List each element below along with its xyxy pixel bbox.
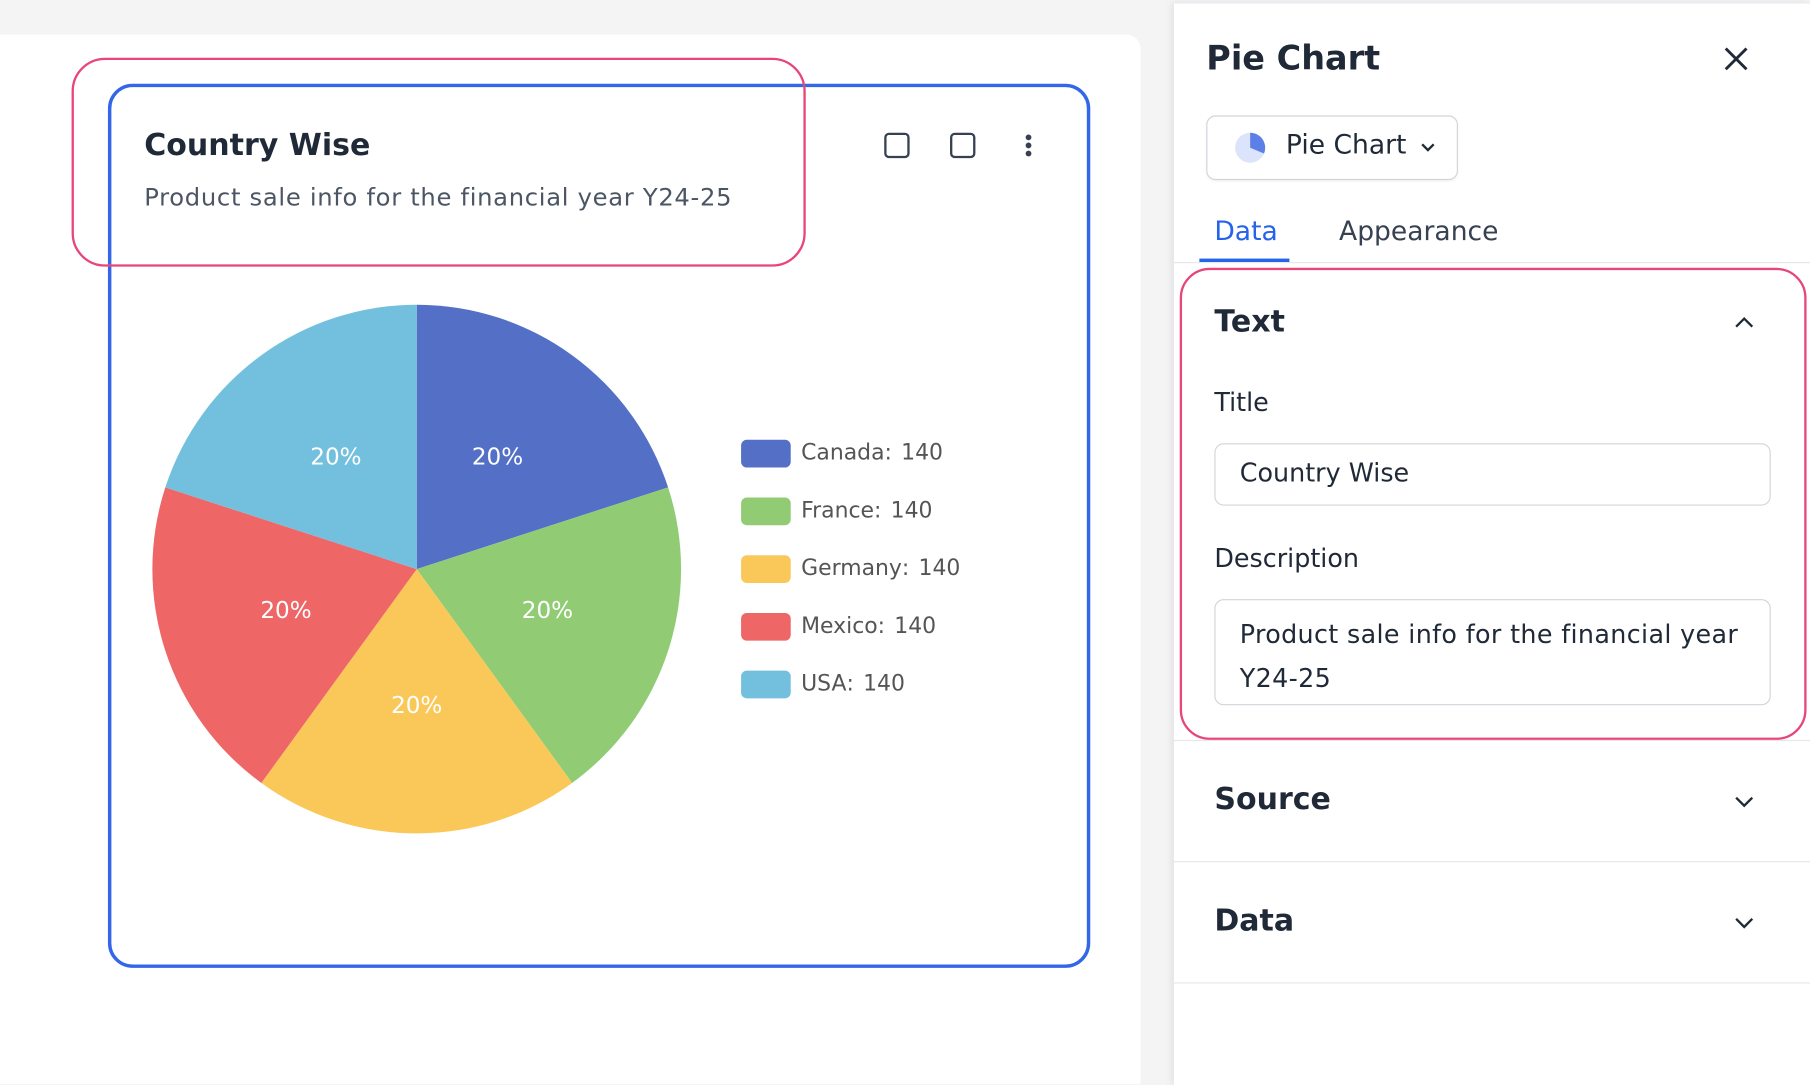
legend-value: 140 xyxy=(894,614,936,639)
legend-label: France: 140 xyxy=(801,498,932,523)
legend-label: Mexico: 140 xyxy=(801,614,936,639)
legend-category: Germany xyxy=(801,556,902,581)
legend-label: Germany: 140 xyxy=(801,556,960,581)
pie-slice xyxy=(165,304,417,570)
chevron xyxy=(1421,143,1435,152)
divider xyxy=(1173,739,1810,742)
section-heading[interactable]: Data xyxy=(1214,903,1295,939)
pie-slice xyxy=(261,569,573,834)
legend-value: 140 xyxy=(863,672,905,697)
tab[interactable]: Data xyxy=(1214,217,1278,248)
selected-widget-border[interactable] xyxy=(107,83,1091,968)
panel-title: Pie Chart xyxy=(1206,38,1381,78)
highlight-box xyxy=(1179,267,1807,740)
title-input[interactable]: Country Wise xyxy=(1214,443,1771,506)
divider xyxy=(1173,982,1810,984)
slice-label: 20% xyxy=(522,598,573,624)
legend-value: 140 xyxy=(891,498,933,523)
legend-separator: : xyxy=(902,556,909,581)
legend-swatch xyxy=(741,439,791,468)
legend-separator: : xyxy=(874,498,881,523)
legend-label: Canada: 140 xyxy=(801,441,943,466)
legend-category: Mexico xyxy=(801,614,878,639)
chevron-down[interactable] xyxy=(1734,915,1755,929)
legend-separator: : xyxy=(846,672,853,697)
icon-button[interactable] xyxy=(950,132,976,159)
icon-button[interactable] xyxy=(884,132,910,159)
legend-swatch xyxy=(741,497,791,526)
pie-slice xyxy=(152,487,417,783)
settings-panel: Pie Chart Pie Chart Data Appearance Text… xyxy=(1173,2,1810,1085)
section-heading[interactable]: Text xyxy=(1214,304,1285,340)
more-menu[interactable] xyxy=(1025,134,1032,157)
section-heading[interactable]: Source xyxy=(1214,782,1331,818)
legend-value: 140 xyxy=(919,556,961,581)
dropdown-label: Pie Chart xyxy=(1285,130,1407,161)
chart: Country Wise Product sale info for the f… xyxy=(71,57,1091,968)
legend-separator: : xyxy=(878,614,885,639)
legend-label: USA: 140 xyxy=(801,672,905,697)
pie-icon xyxy=(1235,132,1266,163)
close-button[interactable] xyxy=(1722,45,1750,73)
slice-label: 20% xyxy=(260,598,311,624)
legend-value: 140 xyxy=(901,441,943,466)
tab[interactable]: Appearance xyxy=(1339,217,1499,248)
pie-slice xyxy=(416,304,669,570)
legend-category: Canada xyxy=(801,441,884,466)
slice-label: 20% xyxy=(391,693,442,719)
slice-label: 20% xyxy=(472,444,523,470)
legend-category: France xyxy=(801,498,874,523)
chevron-down[interactable] xyxy=(1734,794,1755,808)
legend-swatch xyxy=(741,670,791,699)
chevron-up[interactable] xyxy=(1734,315,1755,329)
legend-swatch xyxy=(741,555,791,583)
chart-subtitle: Product sale info for the financial year… xyxy=(144,183,732,212)
description-textarea[interactable]: Product sale info for the financial year… xyxy=(1214,599,1771,706)
tab-indicator xyxy=(1199,258,1290,263)
field-label: Description xyxy=(1214,544,1360,574)
pie-slice xyxy=(416,487,682,783)
slice-label: 20% xyxy=(310,444,361,470)
divider xyxy=(1173,861,1810,863)
chart-type-dropdown[interactable]: Pie Chart xyxy=(1206,115,1458,181)
divider xyxy=(1173,262,1810,264)
field-label: Title xyxy=(1214,389,1269,418)
legend-swatch xyxy=(741,612,791,641)
legend-separator: : xyxy=(885,441,892,466)
highlight-box xyxy=(71,57,806,267)
legend-category: USA xyxy=(801,672,846,697)
chart-title: Country Wise xyxy=(144,128,370,163)
